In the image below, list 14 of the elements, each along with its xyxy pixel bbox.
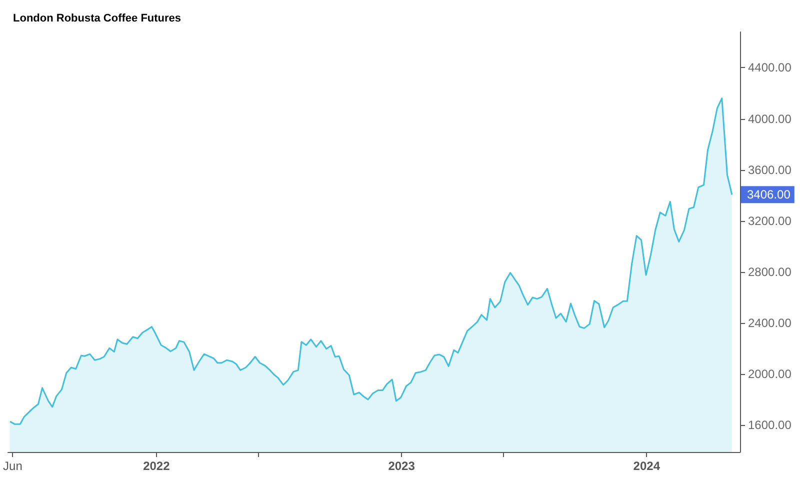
y-tick-label: 2400.00 — [748, 316, 792, 330]
y-tick-label: 4000.00 — [748, 112, 792, 126]
x-tick-label: 2024 — [633, 459, 660, 473]
x-tick-label: 2022 — [143, 459, 170, 473]
y-tick-label: 3600.00 — [748, 162, 792, 177]
y-tick-label: 1600.00 — [748, 418, 792, 432]
chart-title: London Robusta Coffee Futures — [13, 12, 182, 24]
y-tick-label: 2800.00 — [748, 265, 792, 279]
y-tick-label: 3200.00 — [748, 214, 792, 228]
x-tick-label: Jun — [3, 459, 22, 473]
y-tick-label: 4400.00 — [748, 60, 792, 75]
x-tick-label: 2023 — [388, 459, 416, 473]
annotation: 3406.00 — [747, 188, 791, 202]
y-tick-label: 2000.00 — [748, 367, 792, 382]
